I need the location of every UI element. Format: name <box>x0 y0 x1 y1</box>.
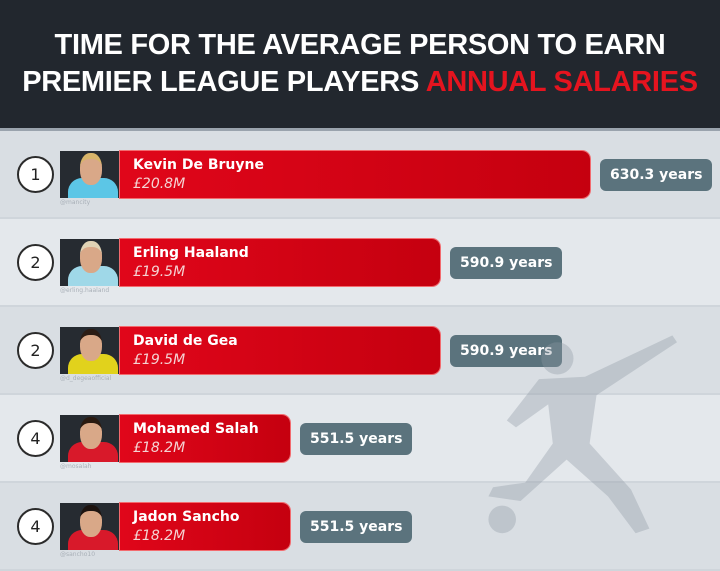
player-head <box>80 417 102 449</box>
player-photo <box>60 327 122 374</box>
ranking-row: 2 @erling.haaland Erling Haaland £19.5M … <box>0 219 720 307</box>
title-white-part: PREMIER LEAGUE PLAYERS <box>22 66 426 98</box>
salary-bar: Jadon Sancho £18.2M <box>120 503 290 550</box>
ranking-list: 1 @mancity Kevin De Bruyne £20.8M 630.3 … <box>0 131 720 571</box>
player-salary: £18.2M <box>133 528 186 544</box>
salary-bar: Mohamed Salah £18.2M <box>120 415 290 462</box>
ranking-row: 4 @mosalah Mohamed Salah £18.2M 551.5 ye… <box>0 395 720 483</box>
player-name: Kevin De Bruyne <box>133 157 264 173</box>
photo-credit: @d_degeaofficial <box>60 375 112 382</box>
player-head <box>80 329 102 361</box>
player-photo <box>60 415 122 462</box>
salary-bar: Kevin De Bruyne £20.8M <box>120 151 590 198</box>
player-shirt <box>68 530 118 550</box>
rank-badge: 4 <box>17 508 54 545</box>
title-line-1: TIME FOR THE AVERAGE PERSON TO EARN <box>54 29 666 61</box>
player-photo <box>60 239 122 286</box>
title-red-part: ANNUAL SALARIES <box>425 66 698 98</box>
years-badge: 551.5 years <box>300 511 413 543</box>
player-salary: £19.5M <box>133 352 186 368</box>
player-photo <box>60 503 122 550</box>
header: TIME FOR THE AVERAGE PERSON TO EARN PREM… <box>0 0 720 131</box>
player-salary: £20.8M <box>133 176 186 192</box>
title: TIME FOR THE AVERAGE PERSON TO EARN PREM… <box>22 27 698 101</box>
player-salary: £19.5M <box>133 264 186 280</box>
rank-badge: 4 <box>17 420 54 457</box>
player-photo <box>60 151 122 198</box>
salary-bar: David de Gea £19.5M <box>120 327 440 374</box>
title-line-2: PREMIER LEAGUE PLAYERS ANNUAL SALARIES <box>22 64 698 101</box>
player-name: David de Gea <box>133 333 238 349</box>
player-head <box>80 153 102 185</box>
ranking-row: 1 @mancity Kevin De Bruyne £20.8M 630.3 … <box>0 131 720 219</box>
years-badge: 551.5 years <box>300 423 413 455</box>
rank-badge: 2 <box>17 244 54 281</box>
photo-credit: @mosalah <box>60 463 92 470</box>
player-shirt <box>68 354 118 374</box>
rank-badge: 2 <box>17 332 54 369</box>
player-head <box>80 241 102 273</box>
player-salary: £18.2M <box>133 440 186 456</box>
ranking-row: 2 @d_degeaofficial David de Gea £19.5M 5… <box>0 307 720 395</box>
years-badge: 590.9 years <box>450 335 563 367</box>
ranking-row: 4 @sancho10 Jadon Sancho £18.2M 551.5 ye… <box>0 483 720 571</box>
photo-credit: @erling.haaland <box>60 287 110 294</box>
player-name: Mohamed Salah <box>133 421 259 437</box>
photo-credit: @mancity <box>60 199 91 206</box>
years-badge: 590.9 years <box>450 247 563 279</box>
player-shirt <box>68 178 118 198</box>
salary-bar: Erling Haaland £19.5M <box>120 239 440 286</box>
player-head <box>80 505 102 537</box>
photo-credit: @sancho10 <box>60 551 96 558</box>
player-shirt <box>68 442 118 462</box>
rank-badge: 1 <box>17 156 54 193</box>
player-name: Jadon Sancho <box>133 509 240 525</box>
years-badge: 630.3 years <box>600 159 713 191</box>
player-name: Erling Haaland <box>133 245 249 261</box>
player-shirt <box>68 266 118 286</box>
